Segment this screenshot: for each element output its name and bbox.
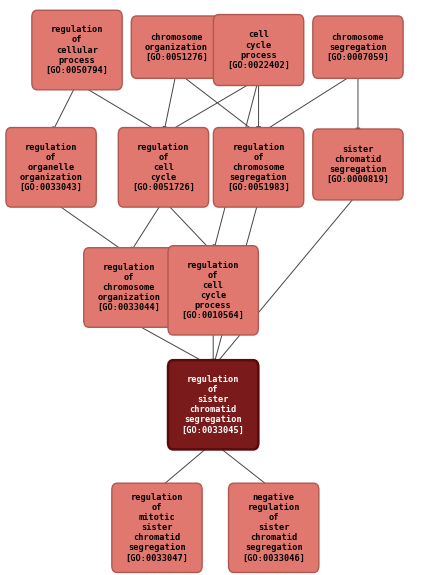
Text: chromosome
organization
[GO:0051276]: chromosome organization [GO:0051276] — [145, 33, 207, 62]
Text: sister
chromatid
segregation
[GO:0000819]: sister chromatid segregation [GO:0000819… — [326, 145, 388, 184]
Text: regulation
of
mitotic
sister
chromatid
segregation
[GO:0033047]: regulation of mitotic sister chromatid s… — [125, 493, 188, 562]
Text: regulation
of
sister
chromatid
segregation
[GO:0033045]: regulation of sister chromatid segregati… — [181, 375, 244, 435]
FancyBboxPatch shape — [83, 248, 174, 327]
Text: regulation
of
organelle
organization
[GO:0033043]: regulation of organelle organization [GO… — [20, 143, 82, 192]
FancyBboxPatch shape — [6, 128, 96, 207]
FancyBboxPatch shape — [168, 246, 258, 335]
FancyBboxPatch shape — [32, 10, 122, 90]
Text: regulation
of
chromosome
organization
[GO:0033044]: regulation of chromosome organization [G… — [97, 263, 160, 312]
FancyBboxPatch shape — [312, 16, 402, 78]
FancyBboxPatch shape — [112, 483, 202, 573]
FancyBboxPatch shape — [213, 128, 303, 207]
FancyBboxPatch shape — [131, 16, 221, 78]
Text: regulation
of
cell
cycle
process
[GO:0010564]: regulation of cell cycle process [GO:001… — [181, 260, 244, 320]
Text: cell
cycle
process
[GO:0022402]: cell cycle process [GO:0022402] — [227, 30, 289, 70]
FancyBboxPatch shape — [168, 360, 258, 450]
FancyBboxPatch shape — [228, 483, 318, 573]
Text: chromosome
segregation
[GO:0007059]: chromosome segregation [GO:0007059] — [326, 33, 388, 62]
Text: regulation
of
cellular
process
[GO:0050794]: regulation of cellular process [GO:00507… — [46, 25, 108, 75]
FancyBboxPatch shape — [213, 14, 303, 86]
FancyBboxPatch shape — [118, 128, 208, 207]
Text: regulation
of
cell
cycle
[GO:0051726]: regulation of cell cycle [GO:0051726] — [132, 143, 194, 192]
Text: regulation
of
chromosome
segregation
[GO:0051983]: regulation of chromosome segregation [GO… — [227, 143, 289, 192]
Text: negative
regulation
of
sister
chromatid
segregation
[GO:0033046]: negative regulation of sister chromatid … — [242, 493, 305, 562]
FancyBboxPatch shape — [312, 129, 402, 200]
